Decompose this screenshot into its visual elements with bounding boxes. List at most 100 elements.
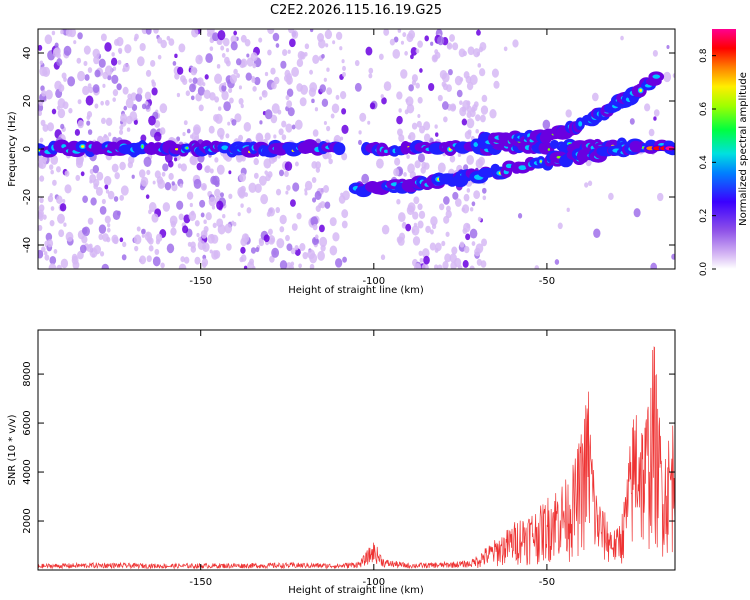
spectrogram-cell: [234, 113, 242, 123]
spectrogram-x-label: Height of straight line (km): [288, 285, 424, 296]
spectrogram-cell: [342, 65, 346, 72]
spectrogram-cell: [480, 260, 487, 268]
spectrogram-cell: [173, 157, 178, 162]
spectrogram-cell: [335, 94, 340, 100]
spectrogram-cell: [225, 133, 230, 139]
spectrogram-cell: [56, 166, 61, 173]
spectrogram-cell: [464, 130, 472, 140]
spectrogram-cell: [90, 197, 97, 206]
spectrogram-cell: [380, 254, 386, 261]
spectrogram-cell: [319, 236, 328, 247]
spectrogram-cell: [332, 40, 336, 45]
spectrogram-cell: [446, 43, 451, 49]
spectrogram-cell: [224, 56, 230, 65]
spectrogram-cell: [246, 207, 252, 214]
spectrogram-cell: [258, 239, 265, 247]
spectrogram-cell: [329, 245, 338, 256]
spectrogram-cell: [67, 76, 76, 87]
spectrogram-cell: [304, 43, 310, 50]
spectrogram-cell: [443, 116, 448, 123]
spectrogram-cell: [315, 161, 322, 169]
x-tick-label: -100: [362, 276, 385, 287]
spectrogram-cell: [434, 124, 438, 129]
colorbar-tick-label: 0.2: [699, 209, 709, 223]
spectrogram-cell: [296, 212, 302, 220]
spectrogram-cell: [161, 171, 166, 177]
y-tick-label: -40: [22, 237, 33, 253]
spectrogram-cell: [518, 165, 527, 171]
spectrogram-cell: [111, 163, 119, 173]
spectrogram-cell: [285, 262, 293, 269]
spectrogram-cell: [472, 48, 481, 58]
spectrogram-cell: [284, 161, 293, 172]
spectrogram-cell: [235, 58, 242, 66]
spectrogram-cell: [214, 157, 219, 163]
spectrogram-cell: [122, 67, 126, 73]
spectrogram-cell: [169, 215, 178, 226]
spectrogram-cell: [93, 183, 99, 190]
x-tick-label: -50: [539, 577, 555, 588]
spectrogram-cell: [304, 180, 313, 191]
spectrogram-cell: [133, 234, 142, 245]
spectrogram-cell: [672, 73, 675, 79]
spectrogram-cell: [252, 63, 257, 69]
spectrogram-cell: [76, 57, 82, 64]
spectrogram-cell: [205, 53, 213, 64]
spectrogram-cell: [135, 93, 143, 102]
spectrogram-cell: [405, 96, 414, 107]
spectrogram-cell: [263, 234, 270, 243]
spectrogram-cell: [291, 124, 296, 130]
spectrogram-cell: [323, 77, 327, 82]
spectrogram-cell: [155, 233, 163, 243]
spectrogram-cell: [463, 245, 470, 254]
y-tick-label: 2000: [22, 508, 33, 533]
spectrogram-cell: [398, 232, 406, 241]
snr-y-ticks: 2000 4000 6000 8000: [22, 361, 675, 534]
spectrogram-cell: [111, 52, 115, 57]
spectrogram-cell: [45, 89, 53, 100]
spectrogram-cell: [228, 193, 233, 199]
spectrogram-cell: [197, 86, 205, 96]
spectrogram-cell: [68, 29, 77, 38]
spectrogram-cell: [127, 93, 133, 100]
spectrogram-cell: [354, 59, 360, 67]
spectrogram-cell: [221, 90, 229, 101]
spectrogram-cell: [166, 35, 171, 41]
spectrogram-cell: [96, 171, 104, 181]
spectrogram-cell: [189, 83, 196, 93]
spectrogram-cell: [380, 94, 384, 99]
spectrogram-cell: [652, 74, 661, 79]
spectrogram-cell: [204, 74, 209, 80]
spectrogram-cell: [77, 99, 82, 105]
colorbar-tick-label: 0.8: [699, 48, 709, 63]
spectrogram-cell: [65, 231, 74, 242]
spectrogram-cell: [666, 45, 670, 50]
spectrogram-cell: [222, 213, 226, 219]
spectrogram-cell: [103, 175, 112, 186]
spectrogram-cell: [663, 71, 672, 83]
spectrogram-cell: [105, 99, 110, 106]
spectrogram-cell: [383, 81, 392, 92]
snr-series-line: [38, 346, 675, 570]
spectrogram-cell: [291, 223, 298, 231]
spectrogram-cell: [71, 253, 78, 262]
spectrogram-cell: [477, 216, 482, 222]
spectrogram-panel: -150 -100 -50 -40 -20 0 20 40 Height of straig…: [7, 28, 676, 296]
spectrogram-cell: [286, 100, 293, 108]
spectrogram-cell: [154, 248, 160, 256]
spectrogram-cell: [86, 120, 91, 126]
spectrogram-cell: [145, 29, 152, 35]
spectrogram-cell: [653, 109, 660, 117]
spectrogram-cell: [80, 171, 85, 177]
spectrogram-cell: [406, 205, 415, 216]
spectrogram-cell: [333, 142, 346, 156]
spectrogram-cell: [151, 87, 158, 96]
spectrogram-cell: [365, 46, 373, 56]
spectrogram-cell: [111, 234, 119, 244]
spectrogram-cell: [94, 103, 99, 109]
spectrogram-cell: [424, 35, 429, 42]
spectrogram-cell: [138, 169, 146, 178]
spectrogram-cell: [415, 82, 420, 89]
y-tick-label: 20: [22, 95, 33, 108]
colorbar-tick-label: 0.6: [699, 102, 709, 117]
